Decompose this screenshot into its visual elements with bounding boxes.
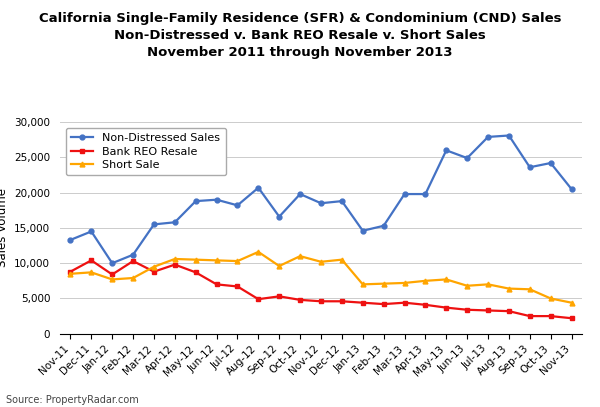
Legend: Non-Distressed Sales, Bank REO Resale, Short Sale: Non-Distressed Sales, Bank REO Resale, S… xyxy=(65,128,226,175)
Text: California Single-Family Residence (SFR) & Condominium (CND) Sales
Non-Distresse: California Single-Family Residence (SFR)… xyxy=(39,12,561,59)
Y-axis label: Sales Volume: Sales Volume xyxy=(0,188,8,267)
Text: Source: PropertyRadar.com: Source: PropertyRadar.com xyxy=(6,395,139,405)
